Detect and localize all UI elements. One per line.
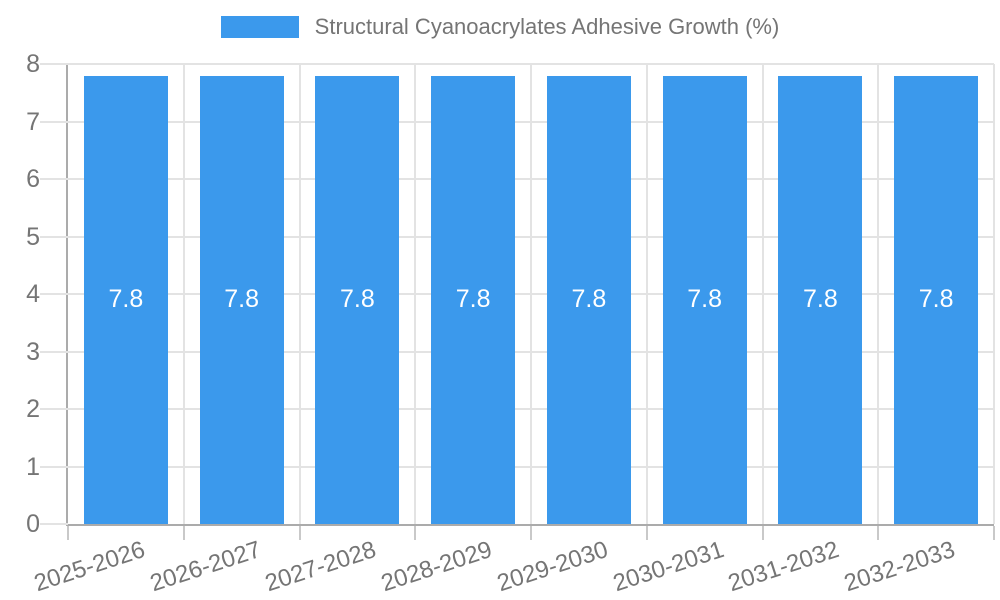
x-axis-label: 2028-2029 (377, 536, 496, 598)
y-axis-tick (40, 350, 68, 353)
legend: Structural Cyanoacrylates Adhesive Growt… (0, 14, 1000, 40)
x-axis-tick (877, 526, 880, 540)
x-axis-tick (761, 526, 764, 540)
gridline-vertical (530, 64, 532, 524)
x-axis-label: 2029-2030 (493, 536, 612, 598)
gridline-vertical (761, 64, 764, 524)
x-axis-label: 2030-2031 (609, 536, 727, 598)
bar-value-label: 7.8 (224, 285, 259, 314)
bar-value-label: 7.8 (108, 285, 144, 314)
bar-value-label: 7.8 (918, 285, 954, 314)
x-axis-tick (67, 526, 69, 540)
bar: 7.8 (315, 75, 400, 524)
y-axis-tick (40, 235, 68, 238)
y-axis-label: 6 (26, 165, 40, 193)
bar: 7.8 (199, 75, 284, 524)
y-axis-label: 2 (26, 395, 40, 423)
y-axis-label: 0 (26, 510, 40, 538)
bar: 7.8 (778, 75, 863, 524)
x-axis-labels: 2025-2026 2026-2027 2027-2028 2028-2029 2029… (31, 524, 994, 600)
y-axis-label: 7 (26, 107, 40, 136)
y-axis-tick (40, 293, 68, 295)
x-axis-label: 2027-2028 (262, 536, 380, 598)
y-axis-tick (40, 120, 68, 123)
y-axis-tick (40, 465, 68, 468)
x-axis-label: 2025-2026 (30, 536, 149, 598)
gridline-vertical (993, 64, 995, 524)
y-axis-labels: 0 1 2 3 4 5 6 7 8 (0, 50, 40, 538)
y-axis-label: 4 (26, 280, 40, 308)
x-axis-tick (414, 526, 417, 540)
gridline-vertical (414, 64, 417, 524)
y-axis-label: 5 (26, 222, 40, 251)
x-axis-label: 2032-2033 (840, 536, 959, 598)
x-axis-tick (298, 526, 301, 540)
gridline-vertical (877, 64, 880, 524)
x-axis-tick (993, 526, 995, 540)
y-axis-tick (40, 63, 68, 65)
y-axis-label: 8 (26, 50, 40, 78)
legend-swatch (220, 16, 299, 38)
bar-value-label: 7.8 (455, 285, 491, 314)
gridline-vertical (298, 64, 301, 524)
x-axis-label: 2026-2027 (146, 536, 264, 598)
y-axis-label: 1 (26, 452, 40, 481)
bar-value-label: 7.8 (802, 285, 838, 314)
bar-value-label: 7.8 (687, 285, 722, 314)
y-axis-tick (40, 523, 68, 525)
y-axis-tick (40, 408, 68, 410)
x-axis-line (66, 524, 994, 526)
x-axis-tick (530, 526, 532, 540)
bar: 7.8 (431, 75, 516, 524)
gridline-vertical (182, 64, 185, 524)
y-axis-label: 3 (26, 337, 40, 366)
x-axis-tick (645, 526, 648, 540)
bar: 7.8 (546, 75, 631, 524)
bar: 7.8 (894, 75, 979, 524)
bar: 7.8 (662, 75, 747, 524)
bar-value-label: 7.8 (339, 285, 375, 314)
legend-label: Structural Cyanoacrylates Adhesive Growt… (314, 14, 780, 39)
bar-value-label: 7.8 (571, 285, 607, 314)
plot-area: 7.8 7.8 7.8 7.8 7.8 7.8 7.8 7.8 (66, 63, 995, 540)
x-axis-tick (182, 526, 185, 540)
gridline-vertical (645, 64, 648, 524)
bar: 7.8 (83, 75, 168, 524)
y-axis-tick (40, 178, 68, 180)
x-axis-label: 2031-2032 (725, 536, 843, 598)
